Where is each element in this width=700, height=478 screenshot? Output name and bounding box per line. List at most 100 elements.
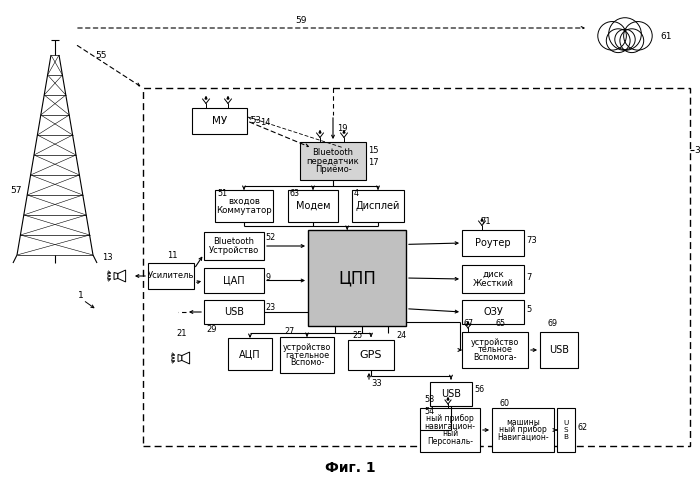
Text: Приёмо-: Приёмо- <box>314 164 351 174</box>
Text: USB: USB <box>224 307 244 317</box>
Text: 15: 15 <box>368 145 379 154</box>
Text: Роутер: Роутер <box>475 238 511 248</box>
Text: 13: 13 <box>102 252 113 261</box>
Text: 23: 23 <box>265 304 275 313</box>
FancyBboxPatch shape <box>148 263 194 289</box>
Text: навигацион-: навигацион- <box>424 422 475 431</box>
Polygon shape <box>227 97 229 99</box>
Text: 65: 65 <box>496 319 506 328</box>
Text: 59: 59 <box>295 15 307 24</box>
Text: 9: 9 <box>265 273 270 282</box>
Polygon shape <box>178 355 182 361</box>
Text: Коммутатор: Коммутатор <box>216 206 272 215</box>
Text: 57: 57 <box>10 185 22 195</box>
Text: Навигацион-: Навигацион- <box>497 433 549 442</box>
FancyBboxPatch shape <box>204 300 264 324</box>
Text: U
S
B: U S B <box>564 420 568 440</box>
Text: 71: 71 <box>480 217 491 226</box>
Text: 29: 29 <box>206 326 216 335</box>
Text: USB: USB <box>549 345 569 355</box>
Text: 25: 25 <box>352 330 363 339</box>
Text: 24: 24 <box>396 330 406 339</box>
Text: устройство: устройство <box>283 343 331 352</box>
FancyBboxPatch shape <box>215 190 273 222</box>
Text: 5: 5 <box>526 305 531 315</box>
Text: 56: 56 <box>474 385 484 394</box>
Text: ный прибор: ный прибор <box>426 414 474 424</box>
FancyBboxPatch shape <box>300 142 366 180</box>
Text: GPS: GPS <box>360 350 382 360</box>
Text: USB: USB <box>441 389 461 399</box>
Text: 7: 7 <box>526 272 531 282</box>
Text: Персональ-: Персональ- <box>427 436 473 445</box>
Text: 33: 33 <box>371 380 382 389</box>
Text: 55: 55 <box>95 51 106 59</box>
Text: 21: 21 <box>176 329 186 338</box>
Text: 1: 1 <box>78 291 84 300</box>
FancyBboxPatch shape <box>308 230 406 326</box>
Text: тельное: тельное <box>477 346 512 355</box>
Text: 53: 53 <box>250 116 261 124</box>
Text: ЦПП: ЦПП <box>338 269 376 287</box>
Text: устройство: устройство <box>471 337 519 347</box>
Text: МУ: МУ <box>212 116 227 126</box>
Text: 60: 60 <box>500 399 510 408</box>
Text: 14: 14 <box>260 118 270 127</box>
Polygon shape <box>205 97 207 99</box>
Polygon shape <box>319 130 321 133</box>
Circle shape <box>598 22 626 50</box>
FancyBboxPatch shape <box>492 408 554 452</box>
Text: 19: 19 <box>337 123 347 132</box>
FancyBboxPatch shape <box>204 268 264 293</box>
Text: Устройство: Устройство <box>209 246 259 255</box>
Text: входов: входов <box>228 197 260 206</box>
Polygon shape <box>114 272 118 280</box>
Text: 11: 11 <box>167 250 178 260</box>
Text: 51: 51 <box>217 188 227 197</box>
Circle shape <box>620 29 644 53</box>
Text: ный прибор: ный прибор <box>499 425 547 435</box>
FancyBboxPatch shape <box>557 408 575 452</box>
Text: 62: 62 <box>577 424 587 433</box>
Text: 17: 17 <box>368 157 379 166</box>
Polygon shape <box>467 322 469 324</box>
FancyBboxPatch shape <box>228 338 272 370</box>
Text: 31: 31 <box>694 145 700 154</box>
FancyBboxPatch shape <box>540 332 578 368</box>
Text: 67: 67 <box>464 319 474 328</box>
Text: машины: машины <box>506 418 540 427</box>
Text: Жесткий: Жесткий <box>473 279 514 288</box>
Polygon shape <box>447 398 449 400</box>
Text: Вспомо-: Вспомо- <box>290 358 324 367</box>
Text: Вспомога-: Вспомога- <box>473 353 517 362</box>
FancyBboxPatch shape <box>462 300 524 324</box>
Polygon shape <box>481 218 483 221</box>
Circle shape <box>624 22 652 50</box>
Polygon shape <box>182 352 190 364</box>
Text: 54: 54 <box>424 408 434 416</box>
Text: Дисплей: Дисплей <box>356 201 400 211</box>
Text: ОЗУ: ОЗУ <box>483 307 503 317</box>
Circle shape <box>615 29 635 50</box>
Text: 69: 69 <box>548 319 558 328</box>
Text: 27: 27 <box>284 327 294 337</box>
FancyBboxPatch shape <box>280 337 334 373</box>
Text: 63: 63 <box>290 188 300 197</box>
Text: Модем: Модем <box>295 201 330 211</box>
FancyBboxPatch shape <box>462 265 524 293</box>
Text: 73: 73 <box>526 236 537 245</box>
FancyBboxPatch shape <box>430 382 472 406</box>
Circle shape <box>606 29 630 53</box>
FancyBboxPatch shape <box>192 108 247 134</box>
FancyBboxPatch shape <box>462 230 524 256</box>
Text: 52: 52 <box>265 232 275 241</box>
Polygon shape <box>343 130 345 133</box>
Text: 4: 4 <box>354 188 359 197</box>
Text: Сеть: Сеть <box>601 25 625 35</box>
FancyBboxPatch shape <box>462 332 528 368</box>
Text: гательное: гательное <box>285 350 329 359</box>
Polygon shape <box>118 270 125 282</box>
Text: Bluetooth: Bluetooth <box>312 148 354 157</box>
FancyBboxPatch shape <box>420 408 480 452</box>
Text: Bluetooth: Bluetooth <box>214 238 255 247</box>
